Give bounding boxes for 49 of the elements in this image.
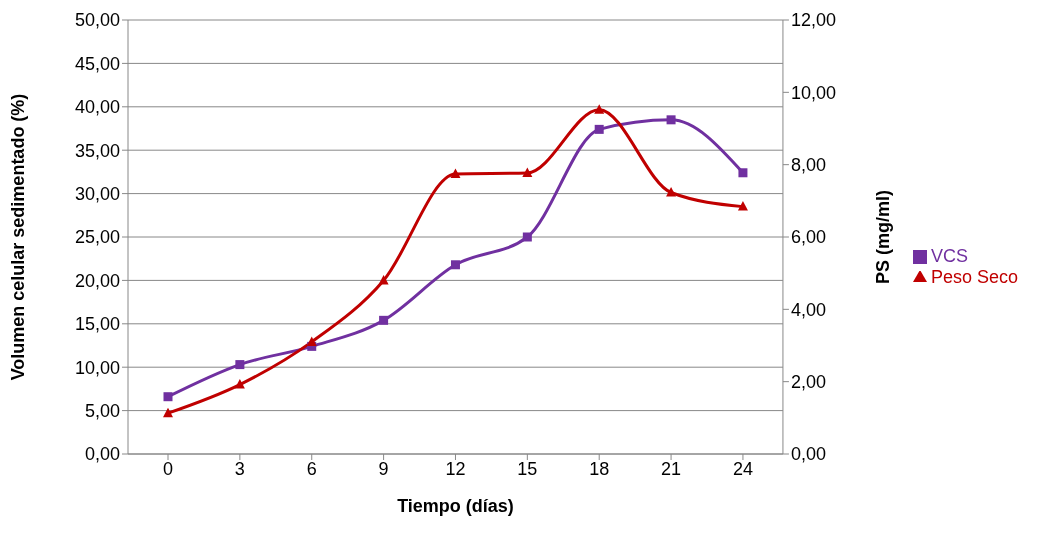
point: [163, 392, 173, 402]
y-tick-label: 15,00: [74, 314, 120, 335]
y2-tick-label: 2,00: [790, 372, 826, 393]
y-tick-label: 35,00: [74, 140, 120, 161]
point: [737, 201, 748, 211]
y2-tick-label: 10,00: [790, 82, 836, 103]
x-tick-label: 9: [378, 458, 389, 479]
y-tick-label: 5,00: [84, 400, 120, 421]
point: [738, 168, 748, 178]
y2-axis-title: PS (mg/ml): [873, 189, 894, 285]
point: [235, 360, 245, 370]
y2-tick-label: 4,00: [790, 299, 826, 320]
point: [594, 124, 604, 134]
x-axis-title: Tiempo (días): [397, 496, 514, 516]
y2-tick-label: 8,00: [790, 155, 826, 176]
x-tick-label: 0: [162, 458, 174, 479]
y-tick-label: 50,00: [74, 10, 120, 31]
x-tick-label: 6: [306, 458, 317, 479]
y2-tick-label: 0,00: [790, 444, 826, 465]
point: [379, 315, 389, 325]
point: [234, 379, 245, 389]
y2-tick-label: 6,00: [790, 227, 826, 248]
point: [450, 260, 460, 270]
point: [378, 274, 389, 285]
y-tick-label: 40,00: [74, 97, 120, 118]
y-axis-title: Volumen celular sedimentado (%): [8, 93, 29, 381]
point: [522, 167, 533, 177]
x-tick-label: 3: [234, 458, 245, 479]
y-tick-label: 10,00: [74, 357, 120, 378]
point: [666, 187, 677, 197]
point: [522, 232, 532, 242]
x-tick-label: 18: [589, 458, 610, 479]
y-tick-label: 30,00: [74, 183, 120, 204]
point: [594, 104, 605, 114]
y-tick-label: 25,00: [74, 227, 120, 248]
x-tick-label: 24: [732, 458, 753, 479]
x-tick-label: 21: [661, 458, 682, 479]
x-tick-label: 12: [445, 458, 466, 479]
legend-label: Peso Seco: [930, 267, 1018, 287]
x-tick-label: 15: [517, 458, 538, 479]
point: [163, 407, 173, 418]
legend-label: VCS: [930, 246, 968, 266]
point: [666, 115, 676, 125]
point: [450, 168, 461, 179]
y-tick-label: 20,00: [74, 270, 120, 291]
y2-tick-label: 12,00: [790, 10, 836, 31]
y-tick-label: 0,00: [84, 444, 120, 465]
point: [306, 336, 317, 346]
y-tick-label: 45,00: [74, 53, 120, 74]
